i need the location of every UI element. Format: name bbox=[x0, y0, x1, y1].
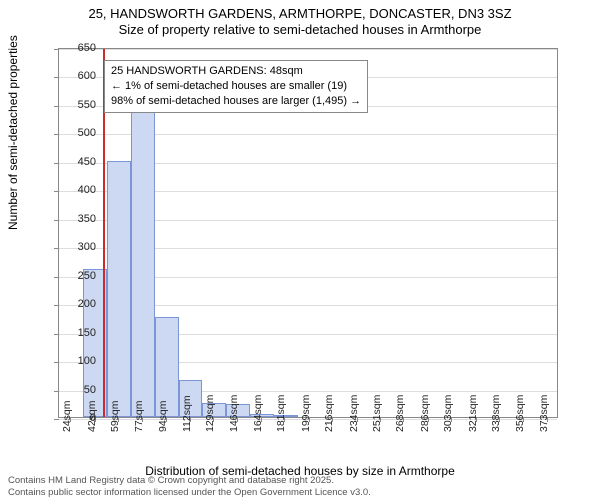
annotation-line: 25 HANDSWORTH GARDENS: 48sqm bbox=[111, 64, 361, 79]
ytick-label: 50 bbox=[52, 384, 96, 396]
ytick-label: 650 bbox=[52, 42, 96, 54]
ytick-label: 100 bbox=[52, 355, 96, 367]
title-line-1: 25, HANDSWORTH GARDENS, ARMTHORPE, DONCA… bbox=[0, 6, 600, 22]
y-axis-label: Number of semi-detached properties bbox=[6, 35, 20, 230]
histogram-bar bbox=[107, 161, 131, 417]
footer-line-1: Contains HM Land Registry data © Crown c… bbox=[8, 475, 371, 486]
ytick-label: 150 bbox=[52, 327, 96, 339]
chart-title: 25, HANDSWORTH GARDENS, ARMTHORPE, DONCA… bbox=[0, 0, 600, 39]
ytick-label: 300 bbox=[52, 241, 96, 253]
annotation-line: 98% of semi-detached houses are larger (… bbox=[111, 94, 361, 109]
ytick-label: 350 bbox=[52, 213, 96, 225]
footer-line-2: Contains public sector information licen… bbox=[8, 487, 371, 498]
ytick-label: 550 bbox=[52, 99, 96, 111]
ytick-label: 500 bbox=[52, 127, 96, 139]
ytick-label: 450 bbox=[52, 156, 96, 168]
ytick-label: 250 bbox=[52, 270, 96, 282]
ytick-label: 600 bbox=[52, 70, 96, 82]
annotation-box: 25 HANDSWORTH GARDENS: 48sqm← 1% of semi… bbox=[104, 60, 368, 113]
title-line-2: Size of property relative to semi-detach… bbox=[0, 22, 600, 38]
ytick-label: 200 bbox=[52, 298, 96, 310]
gridline bbox=[59, 49, 557, 50]
annotation-line: ← 1% of semi-detached houses are smaller… bbox=[111, 79, 361, 94]
attribution-footer: Contains HM Land Registry data © Crown c… bbox=[8, 475, 371, 498]
ytick-label: 400 bbox=[52, 184, 96, 196]
histogram-bar bbox=[131, 112, 155, 417]
